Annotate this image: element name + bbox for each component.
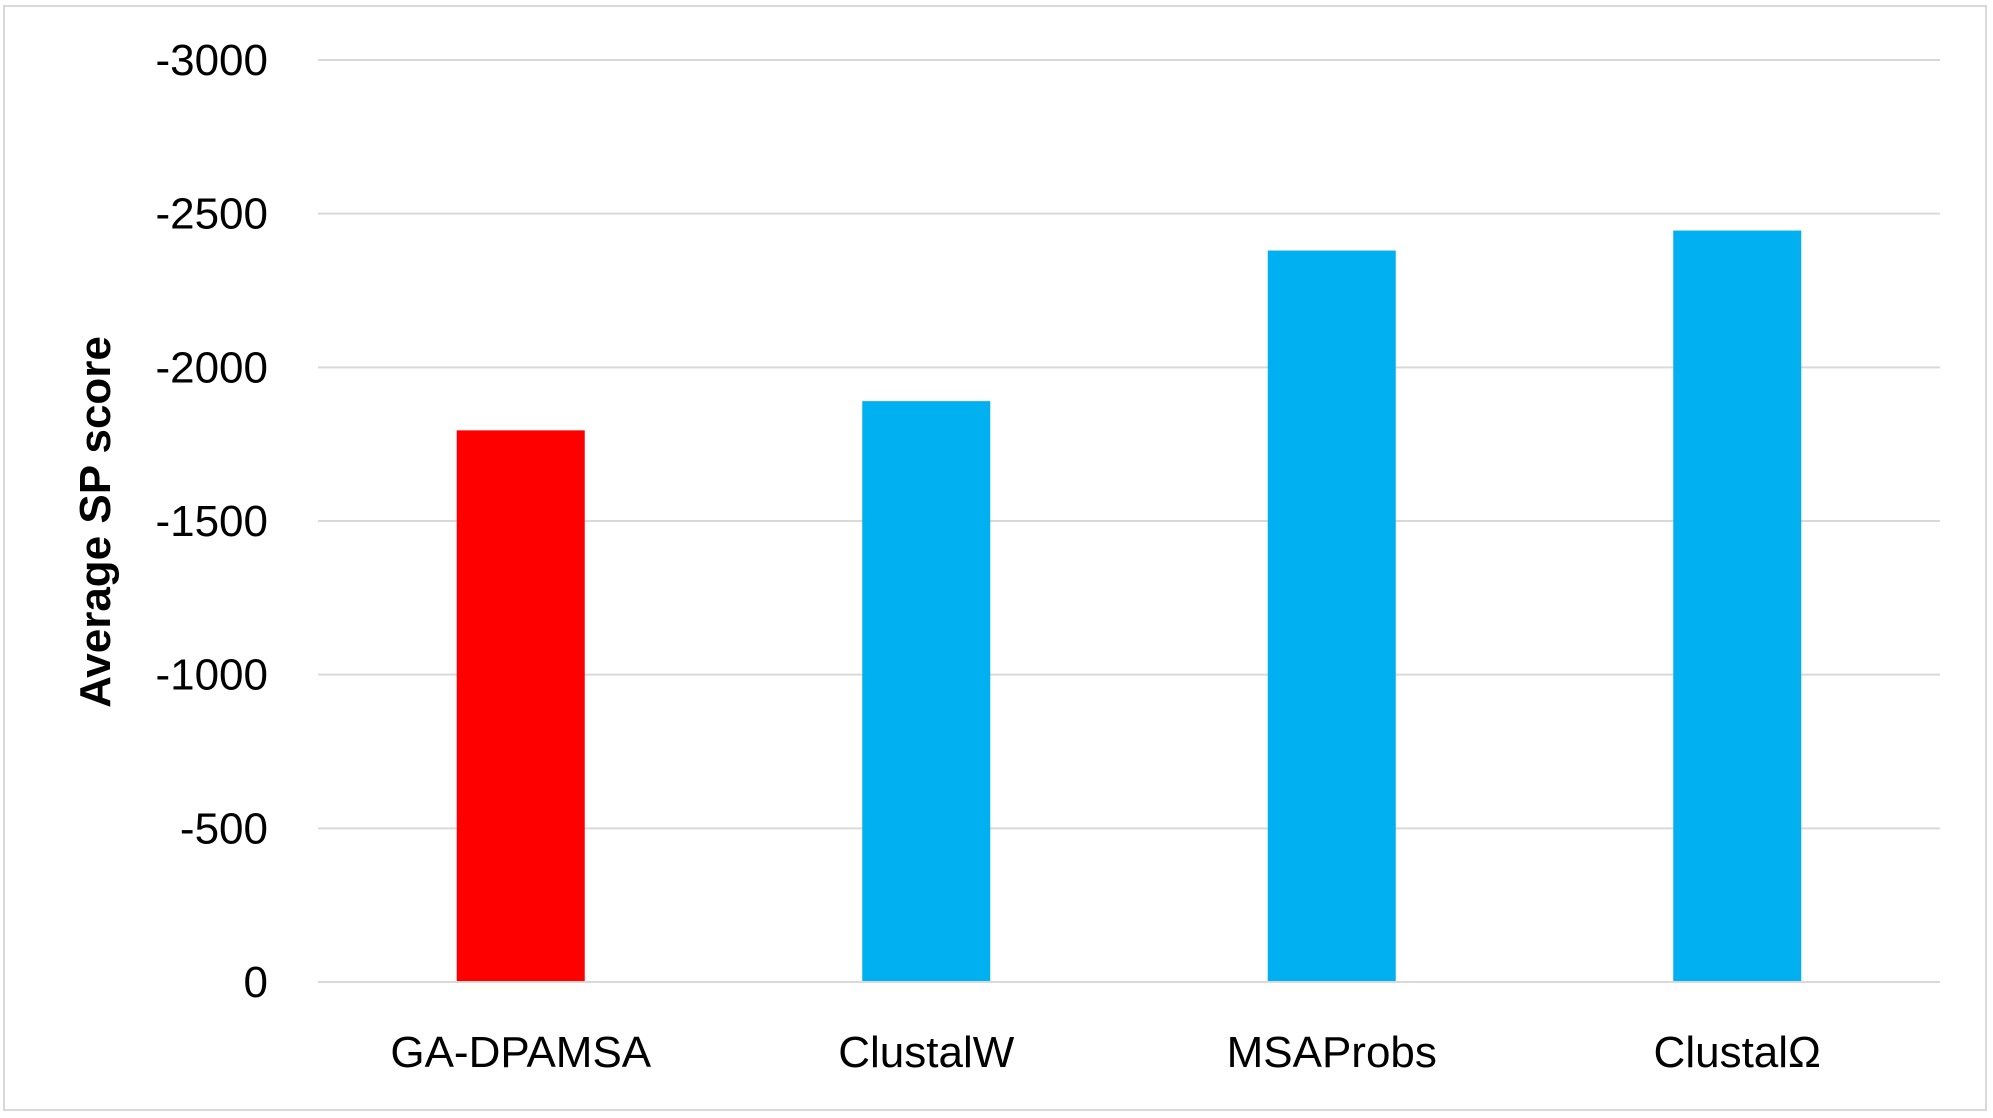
bar-msaprobs — [1267, 250, 1396, 983]
x-category-label: ClustalΩ — [1654, 1028, 1821, 1077]
y-tick-label: -1500 — [155, 497, 268, 546]
x-category-label: MSAProbs — [1227, 1028, 1437, 1077]
bar-ga-dpamsa — [456, 430, 585, 982]
x-axis-category-labels: GA-DPAMSA ClustalW MSAProbs ClustalΩ — [390, 1028, 1821, 1077]
y-tick-label: -2500 — [155, 190, 268, 239]
chart-frame — [3, 5, 1987, 1111]
y-tick-label: 0 — [244, 958, 268, 1007]
bar-clustal- — [1673, 230, 1802, 982]
bars — [456, 230, 1802, 983]
y-tick-label: -500 — [180, 804, 268, 853]
x-category-label: GA-DPAMSA — [390, 1028, 651, 1077]
bar-clustalw — [862, 401, 991, 982]
y-tick-label: -2000 — [155, 343, 268, 392]
y-axis-title: Average SP score — [71, 336, 120, 708]
y-axis-tick-labels: 0 -500 -1000 -1500 -2000 -2500 -3000 — [155, 36, 268, 1007]
y-tick-label: -1000 — [155, 651, 268, 700]
x-category-label: ClustalW — [838, 1028, 1014, 1077]
y-tick-label: -3000 — [155, 36, 268, 85]
